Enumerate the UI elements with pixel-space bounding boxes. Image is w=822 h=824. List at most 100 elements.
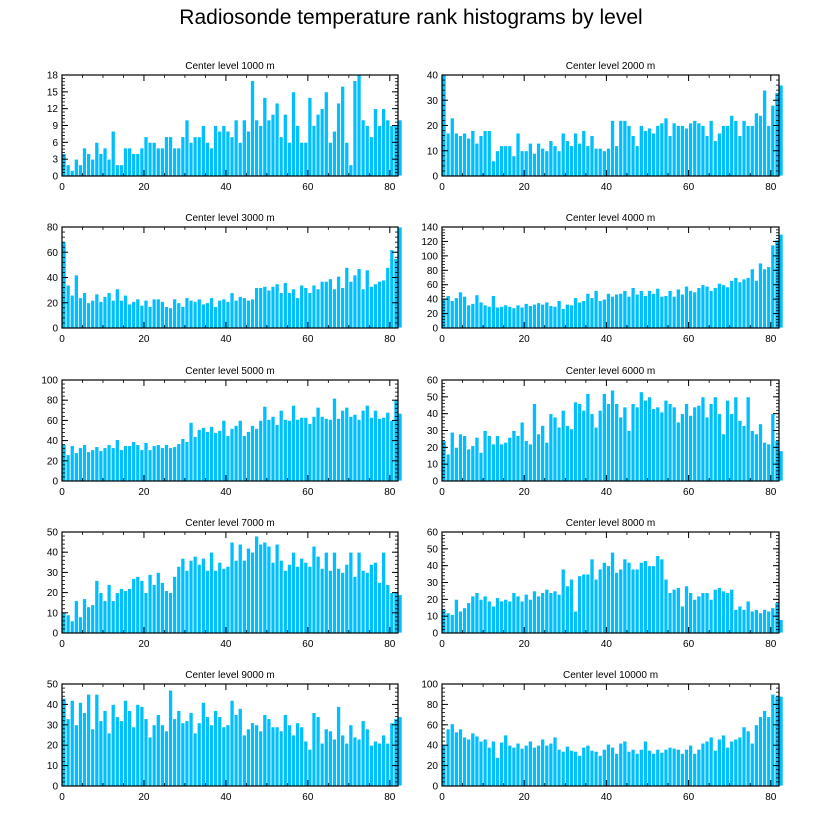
bar	[495, 306, 500, 329]
bar	[205, 569, 210, 634]
bar	[515, 595, 521, 634]
y-tick-label: 12	[47, 104, 59, 115]
bar	[106, 292, 112, 329]
bar	[626, 125, 632, 177]
bar	[311, 125, 317, 177]
bar	[233, 299, 239, 329]
bar	[118, 720, 124, 787]
bar	[478, 451, 484, 482]
bar	[618, 568, 624, 634]
bar	[601, 748, 607, 787]
bar	[721, 734, 726, 787]
x-tick-label: 0	[59, 334, 65, 345]
bar	[766, 266, 772, 329]
bar	[671, 122, 677, 177]
bar	[737, 605, 743, 634]
bar	[336, 102, 342, 177]
bar	[684, 585, 689, 634]
y-tick-label: 30	[427, 96, 439, 107]
plot-frame	[441, 683, 780, 787]
bar	[82, 292, 87, 329]
bar	[753, 112, 759, 177]
bar	[712, 396, 718, 482]
bar	[110, 299, 116, 329]
bar	[180, 306, 186, 329]
bar	[569, 578, 574, 634]
bar	[258, 287, 264, 329]
bar	[507, 145, 513, 177]
bar	[470, 130, 476, 177]
plot-frame	[441, 226, 780, 329]
bar	[86, 606, 92, 634]
bar	[118, 588, 124, 634]
bar	[544, 301, 550, 329]
bar	[348, 415, 354, 482]
bar	[532, 303, 537, 329]
bar	[221, 726, 227, 787]
panel-title: Center level 1000 m	[185, 61, 275, 72]
bar	[589, 558, 595, 634]
bar	[647, 290, 652, 329]
bar	[200, 303, 206, 329]
bar	[266, 119, 272, 177]
bar	[536, 595, 542, 634]
bar	[250, 80, 255, 177]
bar	[377, 125, 383, 177]
bar	[352, 413, 358, 482]
bar	[733, 120, 739, 177]
bar	[564, 303, 570, 329]
bar	[569, 304, 574, 329]
y-tick-label: 40	[47, 700, 59, 711]
bar	[684, 748, 689, 787]
bar	[291, 91, 296, 177]
bar	[445, 453, 451, 482]
bar	[159, 582, 165, 634]
bar	[274, 424, 280, 482]
bar	[663, 748, 669, 787]
bar	[745, 730, 751, 787]
bar	[98, 153, 104, 177]
bar	[610, 551, 616, 634]
bar	[704, 135, 710, 177]
bar	[593, 290, 599, 329]
y-tick-label: 0	[432, 172, 438, 183]
bar	[585, 573, 591, 634]
bar	[254, 119, 260, 177]
bar	[172, 147, 178, 177]
bar	[172, 576, 178, 634]
bar	[614, 403, 620, 482]
bar	[540, 147, 546, 177]
bar	[610, 746, 616, 787]
y-tick-label: 20	[47, 298, 59, 309]
bar	[176, 443, 182, 482]
bar	[638, 125, 644, 177]
bar	[532, 403, 537, 482]
panel-title: Center level 8000 m	[566, 518, 656, 529]
bar	[348, 724, 354, 787]
bar	[449, 723, 455, 787]
bar	[139, 449, 145, 482]
bar	[610, 295, 616, 329]
bar	[721, 284, 726, 329]
bar	[209, 426, 215, 482]
panel-2: Center level 2000 m 0 20 40 60 80 0 10 20 30 40	[427, 61, 784, 193]
bar	[307, 423, 313, 482]
bar	[601, 150, 607, 177]
bar	[377, 417, 383, 482]
bar	[560, 308, 566, 329]
bar	[647, 565, 652, 634]
bar	[69, 699, 75, 787]
y-tick-label: 10	[47, 761, 59, 772]
bar	[610, 389, 616, 482]
bar	[352, 80, 358, 177]
bar	[360, 288, 366, 329]
bar	[196, 429, 202, 482]
bar	[692, 598, 698, 634]
bar	[548, 742, 554, 787]
bar	[110, 130, 116, 177]
bar	[110, 704, 116, 787]
bar	[344, 406, 350, 482]
bar	[708, 120, 714, 177]
bar	[725, 125, 731, 177]
